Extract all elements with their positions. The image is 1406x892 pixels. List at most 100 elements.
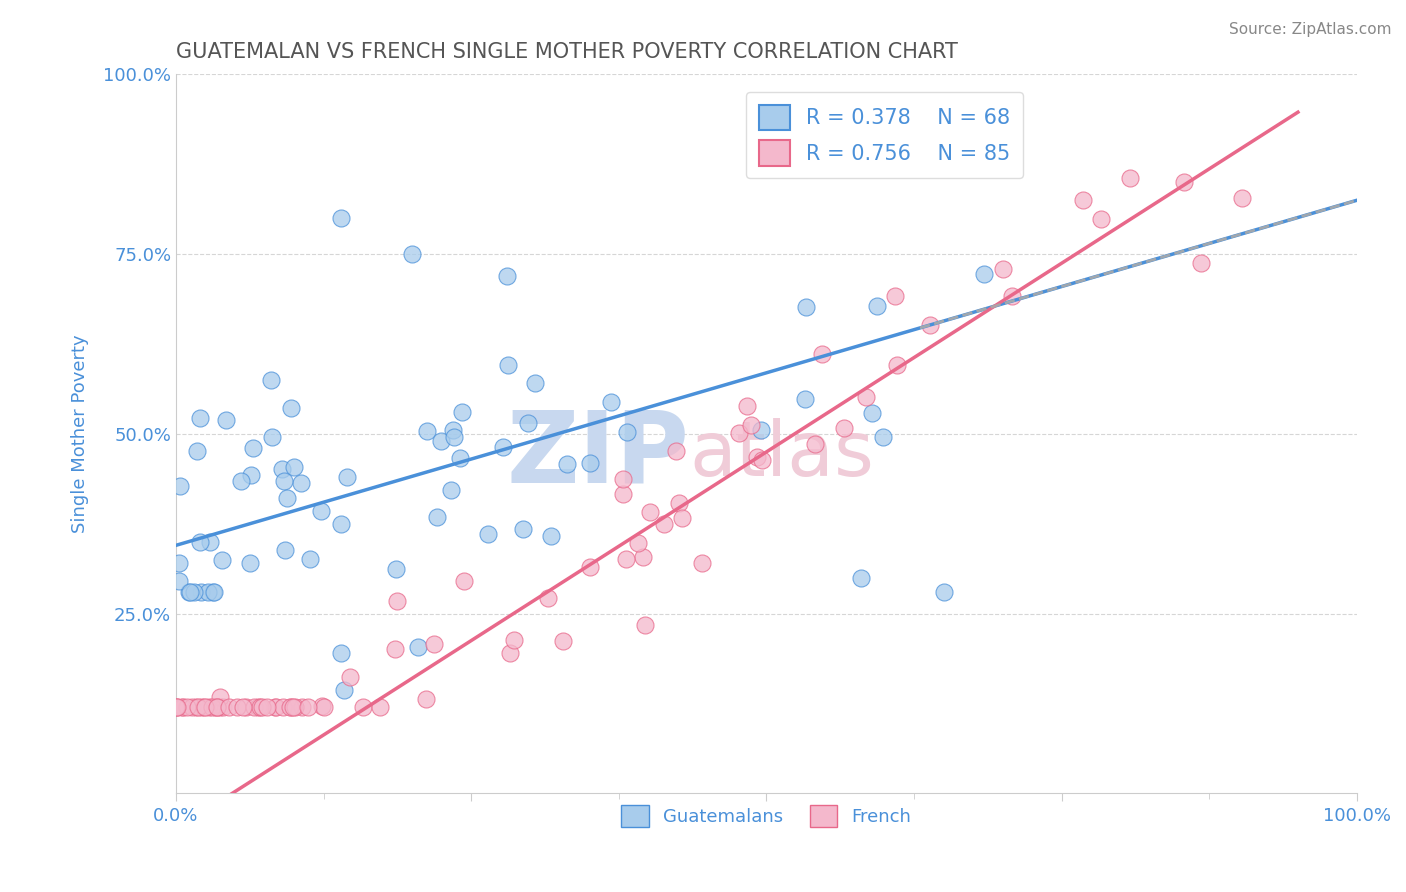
Point (263, 700, 285, 714)
Point (804, 437, 827, 451)
Point (264, 700, 287, 714)
Point (205, 700, 228, 714)
Point (1173, 175, 1195, 189)
Point (612, 487, 634, 501)
Text: atlas: atlas (690, 418, 875, 492)
Point (167, 574, 190, 589)
Point (201, 585, 224, 599)
Text: ZIP: ZIP (506, 407, 690, 504)
Point (215, 413, 238, 427)
Point (627, 535, 650, 549)
Point (453, 574, 475, 588)
Point (540, 528, 562, 542)
Point (193, 700, 215, 714)
Point (616, 425, 638, 440)
Point (290, 476, 312, 491)
Point (385, 593, 408, 607)
Point (166, 700, 188, 714)
Point (208, 690, 231, 705)
Point (271, 700, 294, 714)
Point (299, 552, 322, 566)
Point (665, 443, 688, 458)
Point (336, 470, 359, 484)
Point (166, 700, 188, 714)
Y-axis label: Single Mother Poverty: Single Mother Poverty (72, 334, 89, 533)
Point (918, 318, 941, 333)
Point (794, 392, 817, 406)
Point (1189, 256, 1212, 270)
Point (740, 417, 762, 432)
Text: GUATEMALAN VS FRENCH SINGLE MOTHER POVERTY CORRELATION CHART: GUATEMALAN VS FRENCH SINGLE MOTHER POVER… (176, 42, 957, 62)
Legend: Guatemalans, French: Guatemalans, French (614, 798, 918, 835)
Point (172, 700, 194, 714)
Point (177, 585, 200, 599)
Point (242, 441, 264, 455)
Point (492, 440, 515, 454)
Point (201, 700, 224, 714)
Point (537, 591, 560, 605)
Point (441, 423, 464, 437)
Point (188, 411, 211, 425)
Point (832, 421, 855, 435)
Point (640, 505, 662, 519)
Point (235, 700, 257, 714)
Point (668, 496, 690, 510)
Point (450, 405, 472, 419)
Point (440, 483, 463, 497)
Point (499, 646, 522, 660)
Point (860, 406, 883, 420)
Point (886, 358, 908, 372)
Point (183, 585, 205, 599)
Point (794, 300, 817, 314)
Point (728, 426, 751, 441)
Point (190, 585, 212, 599)
Point (330, 211, 353, 226)
Point (309, 504, 332, 518)
Point (333, 682, 356, 697)
Point (384, 642, 406, 657)
Point (600, 395, 623, 409)
Point (225, 700, 247, 714)
Point (218, 700, 240, 714)
Point (1232, 191, 1254, 205)
Point (187, 700, 209, 714)
Point (250, 700, 273, 714)
Point (416, 424, 439, 438)
Point (176, 700, 198, 714)
Point (280, 401, 302, 416)
Point (429, 434, 451, 448)
Point (671, 510, 693, 524)
Point (278, 700, 301, 714)
Point (884, 289, 907, 303)
Point (204, 700, 226, 714)
Point (311, 699, 333, 714)
Point (229, 474, 252, 488)
Point (517, 416, 540, 430)
Point (849, 571, 872, 585)
Point (579, 560, 602, 574)
Point (212, 700, 235, 714)
Point (284, 700, 307, 714)
Point (260, 430, 283, 444)
Point (551, 634, 574, 648)
Point (260, 373, 283, 387)
Point (166, 700, 188, 714)
Point (423, 637, 446, 651)
Point (811, 346, 834, 360)
Point (1090, 212, 1112, 227)
Point (211, 553, 233, 567)
Point (169, 479, 191, 493)
Point (239, 467, 262, 482)
Point (273, 474, 295, 488)
Point (749, 423, 772, 437)
Point (477, 526, 499, 541)
Point (202, 585, 225, 599)
Point (330, 516, 353, 531)
Point (555, 458, 578, 472)
Point (932, 585, 955, 599)
Point (179, 585, 201, 599)
Point (523, 376, 546, 391)
Point (449, 450, 471, 465)
Point (180, 700, 202, 714)
Point (280, 700, 302, 714)
